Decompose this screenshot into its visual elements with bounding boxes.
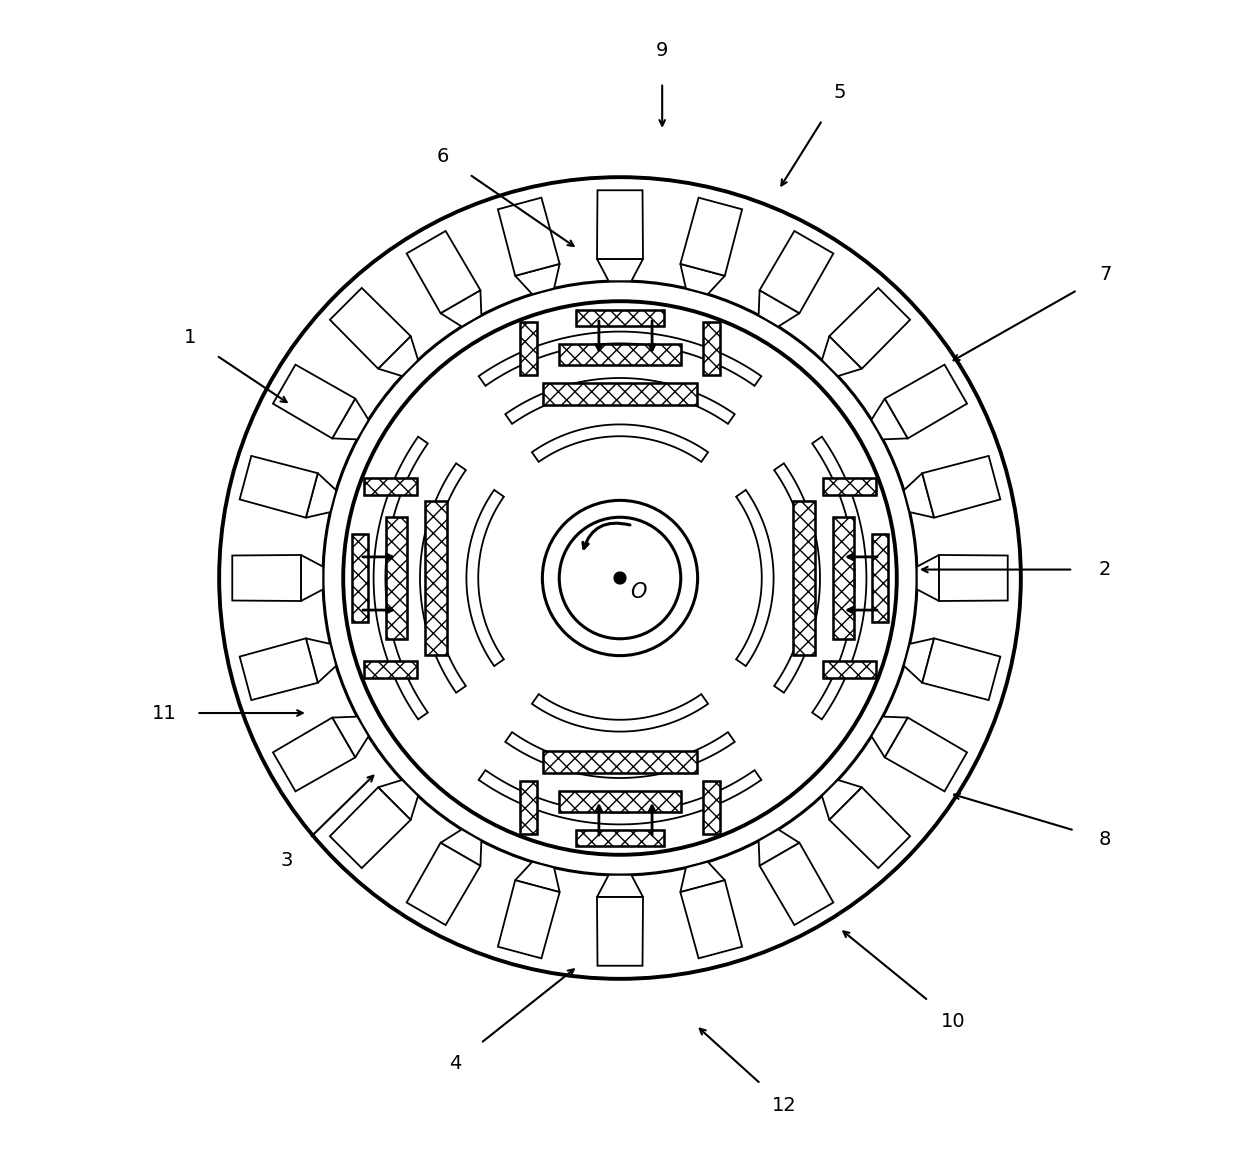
- Polygon shape: [681, 198, 742, 276]
- Polygon shape: [774, 464, 820, 692]
- Polygon shape: [596, 897, 644, 965]
- Polygon shape: [923, 455, 1001, 518]
- Polygon shape: [440, 290, 481, 327]
- Polygon shape: [378, 336, 418, 376]
- Polygon shape: [792, 502, 816, 654]
- Polygon shape: [407, 231, 480, 313]
- Polygon shape: [575, 310, 665, 326]
- Polygon shape: [505, 378, 735, 424]
- Text: 4: 4: [449, 1054, 461, 1073]
- Polygon shape: [424, 502, 448, 654]
- Polygon shape: [703, 323, 719, 375]
- Polygon shape: [505, 732, 735, 778]
- Polygon shape: [812, 437, 867, 719]
- Text: 7: 7: [1099, 265, 1111, 283]
- Polygon shape: [543, 750, 697, 773]
- Polygon shape: [575, 830, 665, 846]
- Polygon shape: [559, 792, 681, 812]
- Polygon shape: [515, 861, 559, 892]
- Polygon shape: [872, 534, 888, 622]
- Polygon shape: [596, 259, 644, 281]
- Polygon shape: [681, 880, 742, 958]
- Polygon shape: [532, 694, 708, 732]
- Text: 5: 5: [833, 83, 846, 102]
- Polygon shape: [596, 875, 644, 897]
- Text: $O$: $O$: [630, 581, 647, 601]
- Polygon shape: [373, 437, 428, 719]
- Circle shape: [343, 302, 897, 854]
- Polygon shape: [681, 264, 725, 295]
- Polygon shape: [273, 718, 355, 792]
- Polygon shape: [760, 231, 833, 313]
- Polygon shape: [904, 638, 934, 683]
- Polygon shape: [830, 288, 910, 369]
- Polygon shape: [521, 323, 537, 375]
- Polygon shape: [479, 770, 761, 824]
- Polygon shape: [872, 399, 908, 439]
- Polygon shape: [466, 490, 503, 666]
- Polygon shape: [273, 364, 355, 438]
- Text: 8: 8: [1099, 830, 1111, 850]
- Polygon shape: [420, 464, 466, 692]
- Polygon shape: [833, 517, 854, 639]
- Polygon shape: [386, 517, 407, 639]
- Text: 11: 11: [153, 704, 176, 722]
- Polygon shape: [904, 473, 934, 518]
- Polygon shape: [378, 780, 418, 820]
- Text: 3: 3: [280, 851, 293, 870]
- Polygon shape: [596, 191, 644, 259]
- Polygon shape: [332, 717, 368, 757]
- Polygon shape: [440, 829, 481, 866]
- Polygon shape: [352, 534, 368, 622]
- Circle shape: [542, 501, 698, 655]
- Circle shape: [614, 572, 626, 584]
- Polygon shape: [498, 198, 559, 276]
- Polygon shape: [365, 661, 417, 677]
- Circle shape: [322, 281, 918, 875]
- Text: 10: 10: [941, 1012, 966, 1030]
- Circle shape: [559, 517, 681, 639]
- Text: 2: 2: [1099, 560, 1111, 579]
- Polygon shape: [822, 336, 862, 376]
- Text: 9: 9: [656, 42, 668, 60]
- Polygon shape: [681, 861, 725, 892]
- Polygon shape: [515, 264, 559, 295]
- Polygon shape: [885, 718, 967, 792]
- Polygon shape: [939, 555, 1008, 601]
- Polygon shape: [332, 399, 368, 439]
- Polygon shape: [823, 479, 875, 495]
- Polygon shape: [543, 383, 697, 406]
- Polygon shape: [306, 473, 336, 518]
- Polygon shape: [330, 787, 410, 868]
- Polygon shape: [923, 638, 1001, 701]
- Text: 6: 6: [436, 147, 449, 165]
- Polygon shape: [885, 364, 967, 438]
- Polygon shape: [239, 638, 317, 701]
- Polygon shape: [407, 843, 480, 925]
- Text: 1: 1: [184, 328, 196, 347]
- Polygon shape: [759, 290, 800, 327]
- Polygon shape: [306, 638, 336, 683]
- Polygon shape: [498, 880, 559, 958]
- Polygon shape: [737, 490, 774, 666]
- Polygon shape: [559, 344, 681, 364]
- Polygon shape: [479, 332, 761, 386]
- Polygon shape: [703, 781, 719, 833]
- Circle shape: [219, 177, 1021, 979]
- Text: 12: 12: [773, 1096, 797, 1114]
- Polygon shape: [232, 555, 301, 601]
- Polygon shape: [759, 829, 800, 866]
- Polygon shape: [330, 288, 410, 369]
- Polygon shape: [760, 843, 833, 925]
- Polygon shape: [532, 424, 708, 462]
- Polygon shape: [830, 787, 910, 868]
- Polygon shape: [823, 661, 875, 677]
- Polygon shape: [521, 781, 537, 833]
- Polygon shape: [822, 780, 862, 820]
- Polygon shape: [872, 717, 908, 757]
- Polygon shape: [916, 555, 939, 601]
- Polygon shape: [365, 479, 417, 495]
- Polygon shape: [301, 555, 324, 601]
- Polygon shape: [239, 455, 317, 518]
